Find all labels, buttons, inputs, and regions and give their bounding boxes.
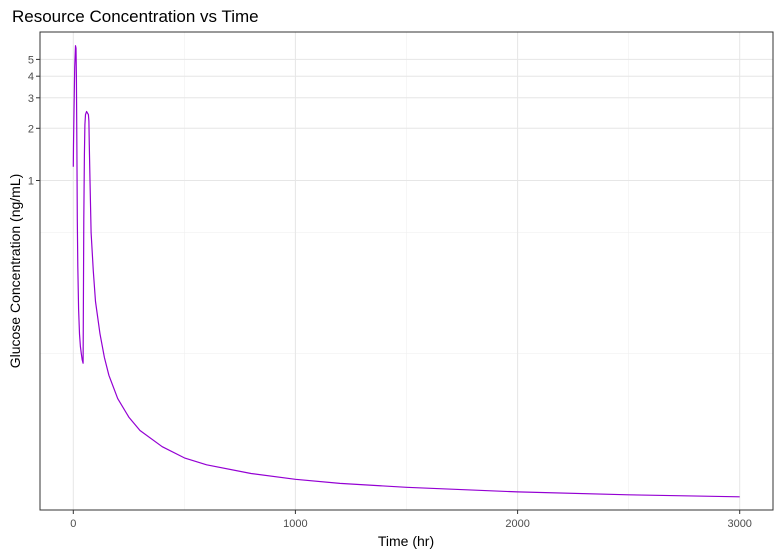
grid-lines <box>40 32 773 510</box>
series-layer <box>72 45 740 498</box>
y-tick-label: 1 <box>28 176 34 188</box>
x-axis-label: Time (hr) <box>378 533 434 549</box>
y-tick-label: 4 <box>28 71 34 83</box>
y-tick-label: 2 <box>28 123 34 135</box>
x-tick-label: 2000 <box>505 518 529 530</box>
y-axis-label: Glucose Concentration (ng/mL) <box>7 174 23 369</box>
axis-ticks: 0 1000 2000 3000 1 2 3 4 5 <box>28 54 752 530</box>
y-tick-label: 5 <box>28 54 34 66</box>
y-tick-label: 3 <box>28 93 34 105</box>
x-tick-label: 0 <box>70 518 76 530</box>
x-tick-label: 1000 <box>283 518 307 530</box>
plot-border <box>39 31 774 511</box>
series-line <box>72 45 740 498</box>
x-tick-label: 3000 <box>727 518 751 530</box>
chart-title: Resource Concentration vs Time <box>12 7 259 26</box>
